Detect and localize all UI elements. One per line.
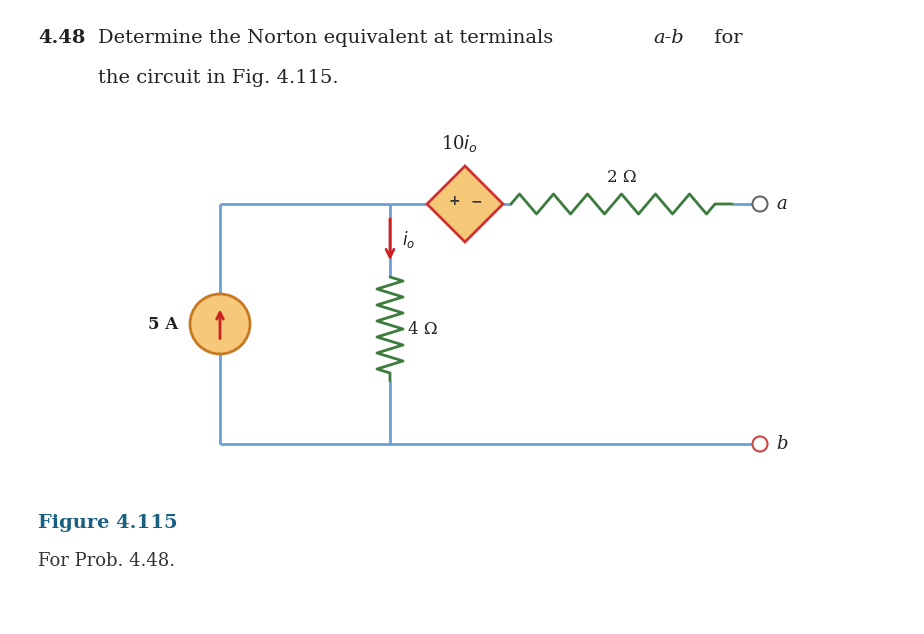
Text: a: a	[776, 195, 786, 213]
Text: 2 Ω: 2 Ω	[607, 169, 637, 186]
Text: a-b: a-b	[653, 29, 684, 47]
Text: $i_o$: $i_o$	[402, 229, 415, 250]
Text: −: −	[470, 194, 481, 208]
Circle shape	[752, 197, 768, 212]
Text: 4 Ω: 4 Ω	[408, 321, 438, 337]
Circle shape	[190, 294, 250, 354]
Text: 4.48: 4.48	[38, 29, 85, 47]
Text: Figure 4.115: Figure 4.115	[38, 514, 177, 532]
Text: for: for	[708, 29, 743, 47]
Text: +: +	[448, 194, 460, 208]
Circle shape	[752, 436, 768, 451]
Text: 10$i_o$: 10$i_o$	[442, 133, 479, 154]
Text: For Prob. 4.48.: For Prob. 4.48.	[38, 552, 176, 570]
Text: Determine the Norton equivalent at terminals: Determine the Norton equivalent at termi…	[98, 29, 560, 47]
Text: b: b	[776, 435, 787, 453]
Text: 5 A: 5 A	[148, 316, 178, 332]
Text: the circuit in Fig. 4.115.: the circuit in Fig. 4.115.	[98, 69, 338, 87]
Polygon shape	[427, 166, 503, 242]
